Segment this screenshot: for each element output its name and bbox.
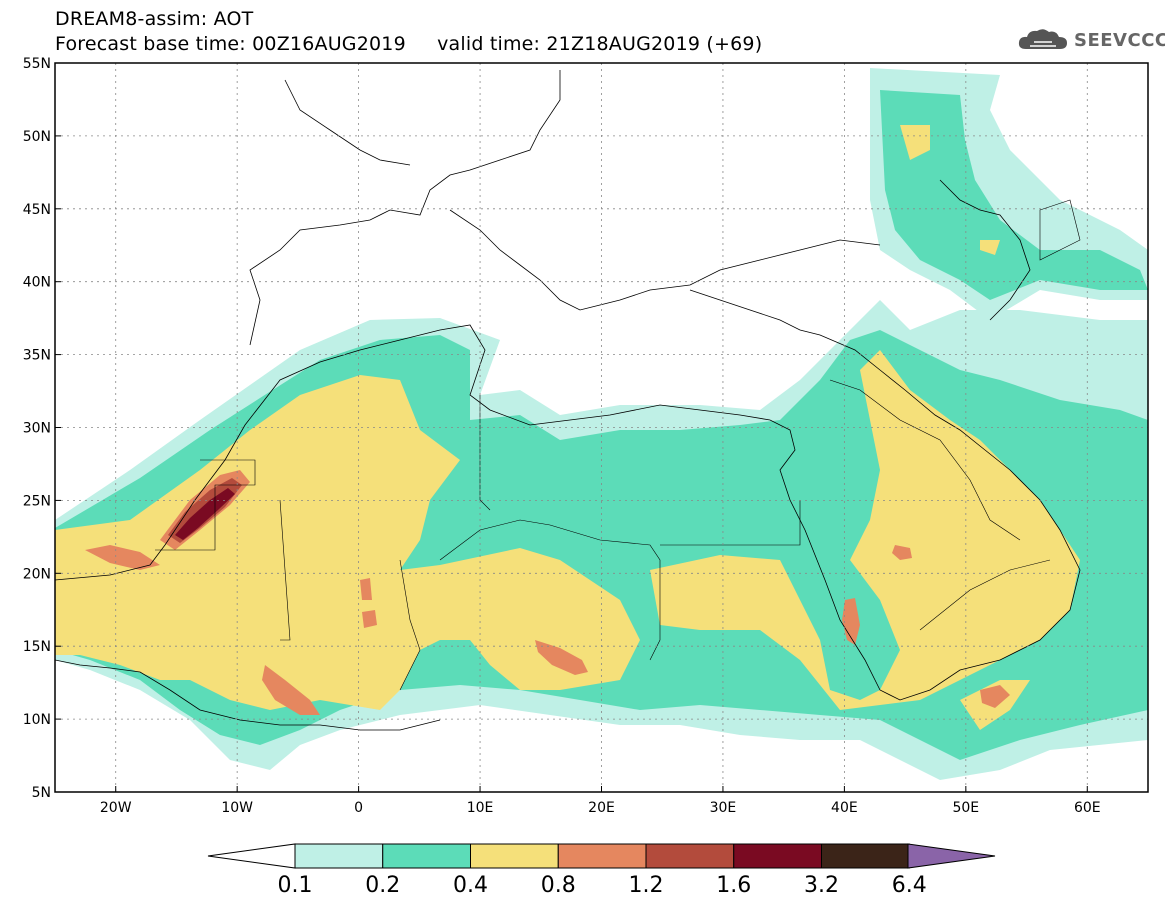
y-tick-label: 30N <box>23 421 51 437</box>
x-tick-label: 50E <box>952 800 979 816</box>
colorbar-over-arrow <box>907 843 996 869</box>
y-tick-label: 40N <box>23 275 51 291</box>
y-tick-label: 15N <box>23 639 51 655</box>
x-tick-label: 10W <box>221 800 253 816</box>
y-tick-label: 20N <box>23 566 51 582</box>
colorbar-label: 6.4 <box>891 873 927 898</box>
colorbar-label: 0.4 <box>453 873 488 898</box>
aot-level-1.6 <box>175 488 235 540</box>
colorbar-box <box>821 843 910 869</box>
x-axis-ticks: 20W 10W 0 10E 20E 30E 40E 50E 60E <box>100 786 1101 816</box>
colorbar-label: 0.1 <box>277 873 313 898</box>
y-tick-label: 25N <box>23 493 51 509</box>
x-tick-label: 40E <box>831 800 858 816</box>
x-tick-label: 60E <box>1074 800 1101 816</box>
y-tick-label: 50N <box>23 129 51 145</box>
grid-lines <box>55 63 1148 792</box>
logo-text: SEEVCCC <box>1074 29 1165 51</box>
y-tick-label: 55N <box>23 56 51 72</box>
y-tick-label: 10N <box>23 712 51 728</box>
cloud-logo-icon <box>1018 29 1067 49</box>
colorbar-under-arrow <box>207 843 296 869</box>
y-axis-ticks: 5N 10N 15N 20N 25N 30N 35N 40N 45N 50N 55N <box>23 56 61 801</box>
colorbar-label: 1.6 <box>716 873 752 898</box>
forecast-time-line: Forecast base time: 00Z16AUG2019 valid t… <box>55 33 763 55</box>
colorbar-box <box>733 843 822 869</box>
colorbar-label: 1.2 <box>628 873 664 898</box>
seevccc-logo: SEEVCCC <box>1018 27 1165 53</box>
country-borders <box>155 199 1081 691</box>
y-tick-label: 45N <box>23 202 51 218</box>
x-tick-label: 10E <box>467 800 494 816</box>
colorbar-label: 0.2 <box>365 873 401 898</box>
colorbar-box <box>557 843 647 869</box>
x-tick-label: 30E <box>710 800 737 816</box>
colorbar-box <box>645 843 735 869</box>
colorbar-box <box>294 843 384 869</box>
colorbar-box <box>470 843 559 869</box>
y-tick-label: 5N <box>32 785 51 801</box>
colorbar-label: 0.8 <box>540 873 576 898</box>
y-tick-label: 35N <box>23 348 51 364</box>
colorbar-box <box>382 843 471 869</box>
map-title: DREAM8-assim: AOT <box>55 8 254 30</box>
x-tick-label: 20W <box>100 800 132 816</box>
colorbar <box>207 843 996 869</box>
x-tick-label: 20E <box>588 800 615 816</box>
colorbar-label: 3.2 <box>804 873 839 898</box>
coastlines <box>55 70 1081 731</box>
x-tick-label: 0 <box>354 800 363 816</box>
